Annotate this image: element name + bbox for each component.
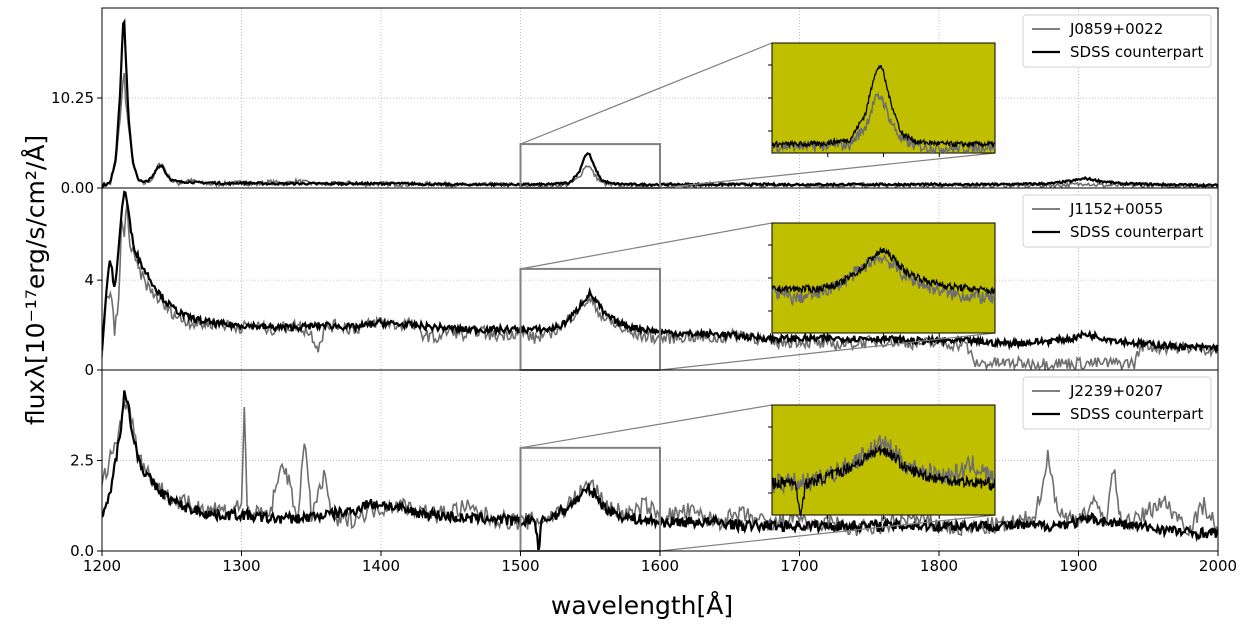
- inset-object-line: [772, 253, 995, 307]
- panel-3: 0.0 2.5 J2239+0207 SDSS counterpart: [70, 369, 1219, 560]
- legend-entry: J2239+0207: [1069, 382, 1163, 400]
- inset-object-line: [772, 91, 995, 153]
- x-tick-label: 1500: [501, 557, 539, 575]
- y-axis-label: fluxλ[10⁻¹⁷erg/s/cm²/Å]: [21, 135, 50, 425]
- inset-panel: [771, 42, 996, 154]
- zoom-connector: [659, 332, 996, 371]
- x-tick-label: 1700: [780, 557, 818, 575]
- x-tick-label: 1900: [1059, 557, 1097, 575]
- zoom-connector: [520, 404, 773, 449]
- legend-entry: J1152+0055: [1069, 200, 1163, 218]
- x-tick-label: 1800: [920, 557, 958, 575]
- zoom-region-box: [519, 267, 661, 371]
- x-tick-label: 1600: [641, 557, 679, 575]
- legend-entry: SDSS counterpart: [1070, 43, 1203, 61]
- legend-box: [1022, 14, 1212, 68]
- y-tick-label: 0.00: [61, 179, 94, 197]
- inset-series: [772, 434, 995, 515]
- zoom-connector: [520, 42, 773, 145]
- x-tick-label: 1300: [222, 557, 260, 575]
- x-tick-label: 2000: [1199, 557, 1237, 575]
- x-tick-label: 1200: [83, 557, 121, 575]
- y-tick-label: 0: [84, 361, 94, 379]
- inset-panel: [771, 222, 996, 334]
- zoom-connector: [659, 514, 996, 552]
- y-tick-label: 0.0: [70, 542, 94, 560]
- panel-2: 0 4 J1152+0055 SDSS counterpart: [84, 187, 1219, 379]
- legend-entry: SDSS counterpart: [1070, 405, 1203, 423]
- x-tick-label: 1400: [362, 557, 400, 575]
- panel-1: 0.00 10.25 J0859+0022 SDSS counterpart: [51, 7, 1219, 197]
- inset-panel: [771, 404, 996, 516]
- zoom-region-box: [519, 446, 661, 552]
- inset-series: [772, 64, 995, 153]
- y-tick-label: 4: [84, 271, 94, 289]
- legend-box: [1022, 376, 1212, 430]
- zoom-connector: [520, 222, 773, 270]
- legend-box: [1022, 194, 1212, 248]
- zoom-connector: [659, 152, 996, 189]
- inset-sdss-line: [772, 246, 995, 295]
- x-axis-label: wavelength[Å]: [551, 591, 733, 620]
- legend-entry: J0859+0022: [1069, 20, 1163, 38]
- inset-sdss-line: [772, 444, 995, 515]
- y-tick-label: 10.25: [51, 89, 94, 107]
- inset-sdss-line: [772, 64, 995, 150]
- zoom-region-box: [519, 143, 661, 190]
- y-tick-label: 2.5: [70, 452, 94, 470]
- inset-series: [772, 246, 995, 307]
- legend-entry: SDSS counterpart: [1070, 223, 1203, 241]
